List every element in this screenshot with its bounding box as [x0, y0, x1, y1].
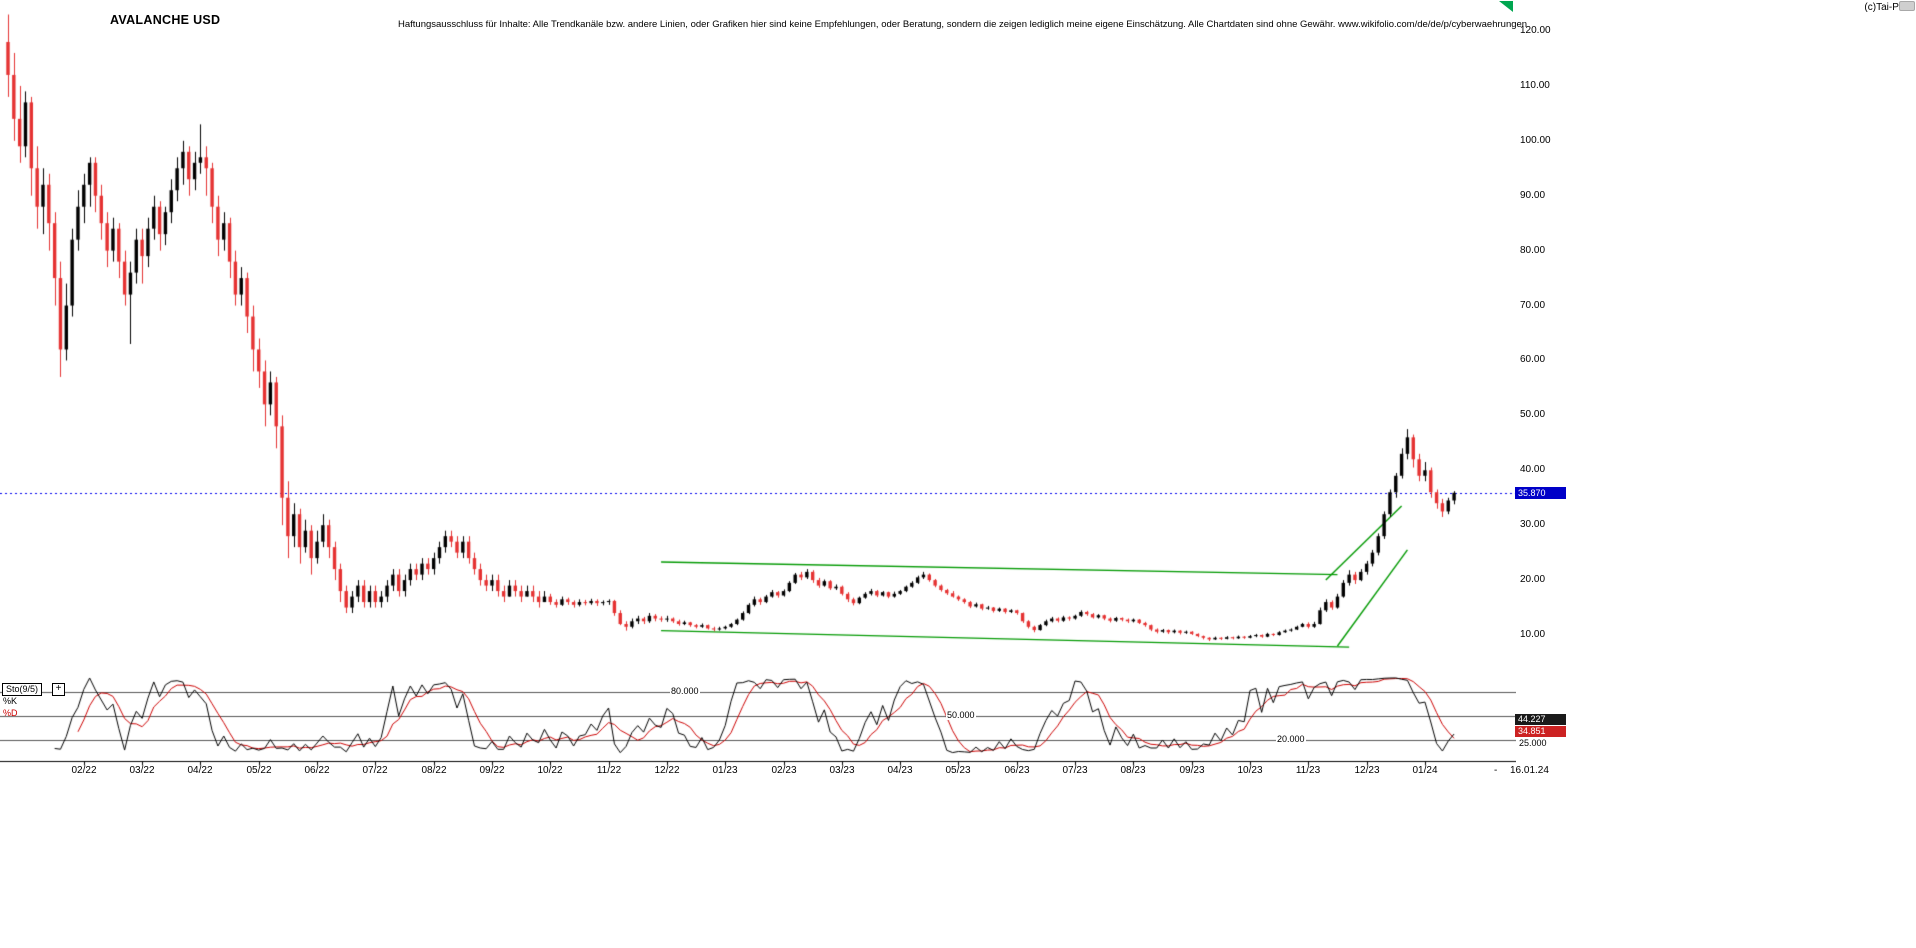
price-axis-label: 20.00 [1520, 574, 1546, 585]
disclaimer-text: Haftungsausschluss für Inhalte: Alle Tre… [398, 19, 1528, 30]
x-axis: 02/22 03/22 04/22 05/22 06/22 07/22 08/22 09/22… [0, 765, 1516, 779]
x-axis-label: 10/23 [1237, 765, 1263, 776]
copyright-label: (c)Tai-Pan [1864, 2, 1910, 13]
price-axis-label: 110.00 [1520, 80, 1550, 91]
x-axis-label: 05/22 [246, 765, 272, 776]
x-axis-dash: - [1494, 765, 1498, 776]
x-axis-label: 12/23 [1354, 765, 1380, 776]
x-axis-label: 11/23 [1295, 765, 1321, 776]
x-axis-label: 09/22 [479, 765, 505, 776]
x-axis-label: 01/24 [1412, 765, 1438, 776]
price-axis-label: 10.00 [1520, 629, 1546, 640]
current-price-badge: 35.870 [1515, 487, 1566, 499]
chart-canvas[interactable] [0, 0, 1516, 948]
stoch-d-label: %D [3, 708, 18, 718]
stoch-gridline-label-80: 80.000 [670, 686, 700, 696]
price-axis-label: 50.00 [1520, 409, 1546, 420]
x-axis-label: 04/23 [887, 765, 913, 776]
stoch-k-label: %K [3, 696, 18, 706]
x-axis-label: 09/23 [1179, 765, 1205, 776]
indicator-name-label: Sto(9/5) [6, 684, 39, 694]
indicator-name-box: Sto(9/5) [2, 683, 43, 696]
x-axis-label: 03/22 [129, 765, 155, 776]
x-axis-label: 04/22 [187, 765, 213, 776]
x-axis-label: 10/22 [537, 765, 563, 776]
x-axis-label: 11/22 [596, 765, 622, 776]
x-axis-label: 07/23 [1062, 765, 1088, 776]
price-axis-label: 60.00 [1520, 354, 1546, 365]
x-axis-label: 12/22 [654, 765, 680, 776]
stoch-d-value-badge: 34.851 [1515, 726, 1566, 737]
price-axis-label: 70.00 [1520, 300, 1546, 311]
price-axis-label: 30.00 [1520, 519, 1546, 530]
price-axis-label: 40.00 [1520, 464, 1546, 475]
x-axis-label: 06/23 [1004, 765, 1030, 776]
price-axis-label: 80.00 [1520, 245, 1546, 256]
x-axis-label: 02/23 [771, 765, 797, 776]
expand-plus-icon[interactable]: + [52, 683, 65, 696]
x-axis-end-date: 16.01.24 [1510, 765, 1549, 776]
x-axis-label: 05/23 [945, 765, 971, 776]
scrollbar-button[interactable] [1899, 1, 1915, 11]
update-arrow-icon [1499, 1, 1513, 12]
price-axis-label: 100.00 [1520, 135, 1551, 146]
x-axis-label: 08/23 [1120, 765, 1146, 776]
price-axis-label: 90.00 [1520, 190, 1546, 201]
x-axis-label: 03/23 [829, 765, 855, 776]
price-axis-label: 120.00 [1520, 25, 1551, 36]
x-axis-label: 08/22 [421, 765, 447, 776]
x-axis-label: 01/23 [712, 765, 738, 776]
x-axis-label: 02/22 [71, 765, 97, 776]
stoch-scale-label: 25.000 [1519, 738, 1547, 748]
x-axis-label: 06/22 [304, 765, 330, 776]
stoch-gridline-label-50: 50.000 [946, 710, 976, 720]
chart-title: AVALANCHE USD [110, 13, 221, 27]
stoch-gridline-label-20: 20.000 [1276, 734, 1306, 744]
stoch-k-value-badge: 44.227 [1515, 714, 1566, 725]
x-axis-label: 07/22 [362, 765, 388, 776]
